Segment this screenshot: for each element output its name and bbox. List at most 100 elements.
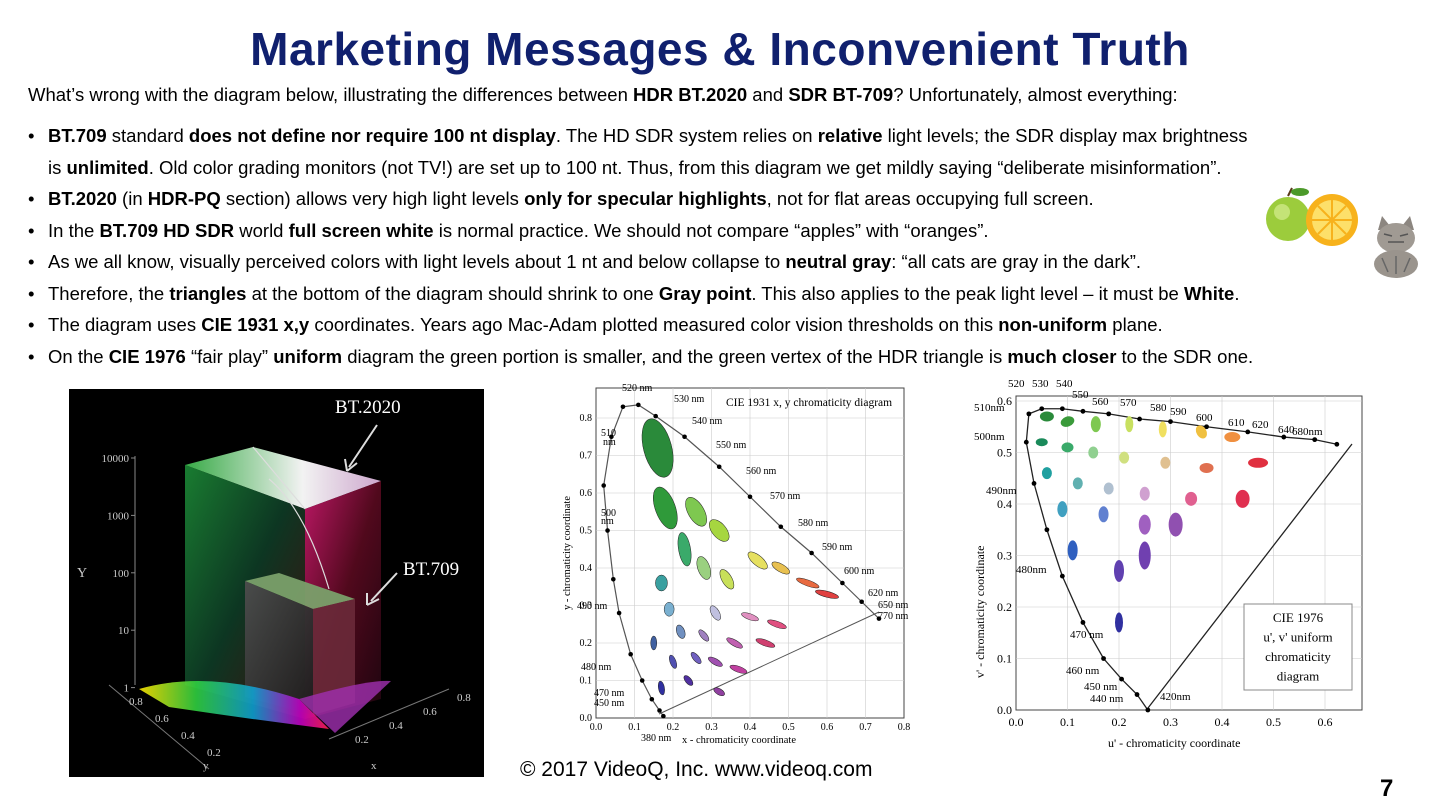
macadam-ellipse	[709, 519, 730, 542]
text-run: at the bottom of the diagram should shri…	[246, 282, 659, 304]
intro-paragraph: What’s wrong with the diagram below, ill…	[28, 84, 1428, 106]
text-run: does not define nor require 100 nt displ…	[188, 125, 556, 146]
text-run: BT.709 HD SDR	[99, 219, 235, 241]
wavelength-label: 550 nm	[716, 440, 747, 451]
x-tick-label: 0.5	[1266, 715, 1281, 729]
wavelength-label: 470 nm	[1070, 629, 1104, 641]
locus-point	[601, 483, 606, 488]
wavelength-label: 510	[601, 428, 616, 439]
bt709-label: BT.709	[403, 559, 459, 580]
y-tick-label: 0.0	[580, 713, 593, 724]
x-tick-label: 0.0	[1009, 715, 1024, 729]
macadam-ellipse	[641, 418, 674, 478]
text-run: coordinates. Years ago Mac-Adam plotted …	[309, 314, 999, 335]
wavelength-label: 600	[1196, 412, 1213, 424]
locus-point	[1023, 439, 1029, 445]
locus-point	[628, 651, 633, 657]
wavelength-label: 620 nm	[868, 588, 899, 599]
locus-point	[1039, 406, 1045, 412]
floor-tick-label: 0.8	[129, 696, 143, 708]
text-run: full screen white	[288, 219, 434, 241]
wavelength-label: 560	[1092, 396, 1109, 408]
text-run: uniform	[273, 345, 343, 367]
wavelength-label: 620	[1252, 419, 1269, 431]
locus-point	[1134, 692, 1140, 697]
y-tick-label: 0.1	[580, 676, 593, 687]
text-run: CIE 1976	[108, 345, 186, 367]
wavelength-label: 680nm	[1292, 426, 1323, 438]
text-run: (in	[116, 188, 148, 209]
text-run: ? Unfortunately, almost everything:	[893, 84, 1178, 105]
wavelength-label: 460 nm	[1066, 665, 1100, 677]
macadam-ellipse	[650, 635, 657, 651]
locus-point	[1059, 573, 1065, 579]
macadam-ellipse	[719, 569, 735, 590]
floor-x-label: x	[371, 760, 377, 772]
macadam-ellipse	[1060, 416, 1075, 427]
wavelength-label: 570	[1120, 397, 1137, 409]
locus-point	[639, 678, 645, 683]
macadam-ellipse	[663, 602, 675, 617]
macadam-ellipse	[698, 629, 710, 642]
bullet-item: Therefore, the triangles at the bottom o…	[28, 278, 1428, 310]
macadam-ellipse	[815, 589, 839, 599]
floor-tick-label: 0.6	[155, 713, 169, 725]
locus-point	[716, 464, 722, 470]
hdr-sdr-volume-chart: Y 10000 1000 100 10 1 BT.2020 BT.709 0.8 0.6 0…	[69, 389, 484, 777]
locus-point	[1312, 437, 1318, 443]
locus-point	[1281, 434, 1287, 440]
text-run: What’s wrong with the diagram below, ill…	[28, 84, 634, 105]
macadam-ellipse	[1041, 467, 1052, 480]
bullet-item: In the BT.709 HD SDR world full screen w…	[28, 215, 1428, 247]
cat-icon	[1374, 216, 1418, 278]
wavelength-label: 550	[1072, 389, 1089, 401]
locus-point	[653, 413, 658, 419]
macadam-ellipse	[1098, 506, 1109, 523]
macadam-ellipse	[683, 675, 694, 686]
text-run: As we all know, visually perceived color…	[48, 251, 786, 272]
legend-line: chromaticity	[1265, 649, 1331, 664]
macadam-ellipse	[1061, 442, 1074, 453]
text-run: light levels; the SDR display max bright…	[882, 125, 1248, 146]
macadam-ellipse	[713, 687, 725, 696]
wavelength-label: 520 nm	[622, 383, 653, 394]
macadam-ellipse	[675, 624, 686, 639]
text-run: . The HD SDR system relies on	[555, 125, 818, 146]
locus-point	[605, 528, 610, 533]
macadam-ellipse	[1160, 456, 1171, 469]
bullet-item: BT.2020 (in HDR-PQ section) allows very …	[28, 183, 1428, 215]
locus-point	[1044, 527, 1050, 533]
text-run: triangles	[169, 282, 247, 304]
macadam-ellipse	[677, 532, 692, 567]
macadam-ellipse	[690, 652, 702, 664]
locus-point	[611, 576, 616, 582]
locus-point	[1106, 411, 1112, 417]
wavelength-label: 600 nm	[844, 566, 875, 577]
macadam-ellipse	[1138, 514, 1151, 535]
y-tick-label: 0.8	[580, 413, 593, 424]
macadam-ellipse	[1125, 416, 1134, 433]
text-run: neutral gray	[785, 251, 892, 272]
locus-point	[616, 610, 622, 616]
y-tick-label: 0.5	[580, 526, 593, 537]
macadam-ellipse	[1115, 612, 1123, 633]
locus-point	[1334, 441, 1340, 447]
macadam-ellipse	[658, 680, 665, 696]
bt2020-label: BT.2020	[335, 397, 401, 418]
locus-point	[661, 713, 666, 719]
macadam-ellipse	[729, 664, 748, 674]
floor-tick-label: 0.8	[457, 692, 471, 704]
bullet-item: is unlimited. Old color grading monitors…	[28, 152, 1428, 184]
bullet-item: As we all know, visually perceived color…	[28, 246, 1428, 278]
wavelength-label: 420nm	[1160, 691, 1191, 703]
locus-point	[657, 708, 662, 713]
macadam-ellipse	[1168, 512, 1183, 537]
wavelength-label: 570 nm	[770, 491, 801, 502]
x-tick-label: 0.1	[628, 722, 641, 733]
text-run: HDR BT.2020	[633, 84, 748, 105]
text-run: “fair play”	[185, 345, 274, 367]
wavelength-label: 500nm	[974, 431, 1005, 443]
macadam-ellipse	[1114, 559, 1124, 582]
wavelength-label: 610	[1228, 417, 1245, 429]
text-run: to the SDR one.	[1116, 345, 1254, 367]
